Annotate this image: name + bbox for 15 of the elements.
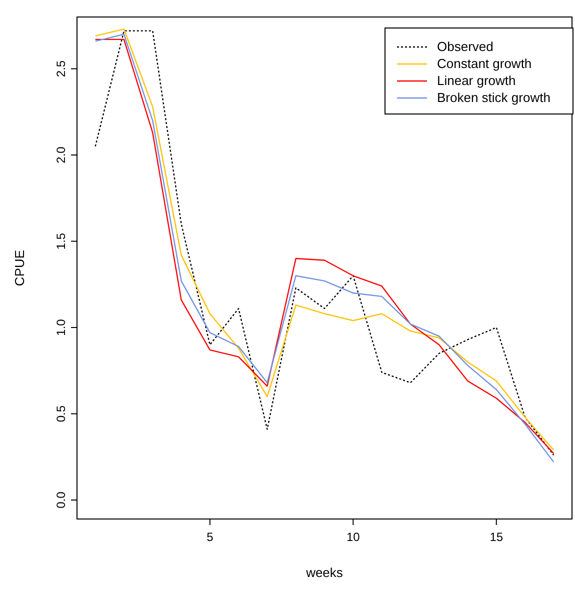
x-axis-title: weeks xyxy=(305,565,344,580)
x-tick-label: 5 xyxy=(206,530,214,544)
legend-label: Linear growth xyxy=(437,73,516,88)
legend-label: Observed xyxy=(437,39,494,54)
y-tick-label: 2.0 xyxy=(54,146,68,164)
y-tick-label: 1.0 xyxy=(54,318,68,336)
y-tick-label: 1.5 xyxy=(54,232,68,250)
y-tick-label: 2.5 xyxy=(54,60,68,78)
legend-label: Broken stick growth xyxy=(437,90,550,105)
y-tick-label: 0.0 xyxy=(54,491,68,508)
x-tick-label: 10 xyxy=(346,530,360,544)
y-tick-label: 0.5 xyxy=(54,405,68,422)
y-axis-title: CPUE xyxy=(12,250,27,286)
x-tick-label: 15 xyxy=(490,530,504,544)
legend-label: Constant growth xyxy=(437,56,532,71)
